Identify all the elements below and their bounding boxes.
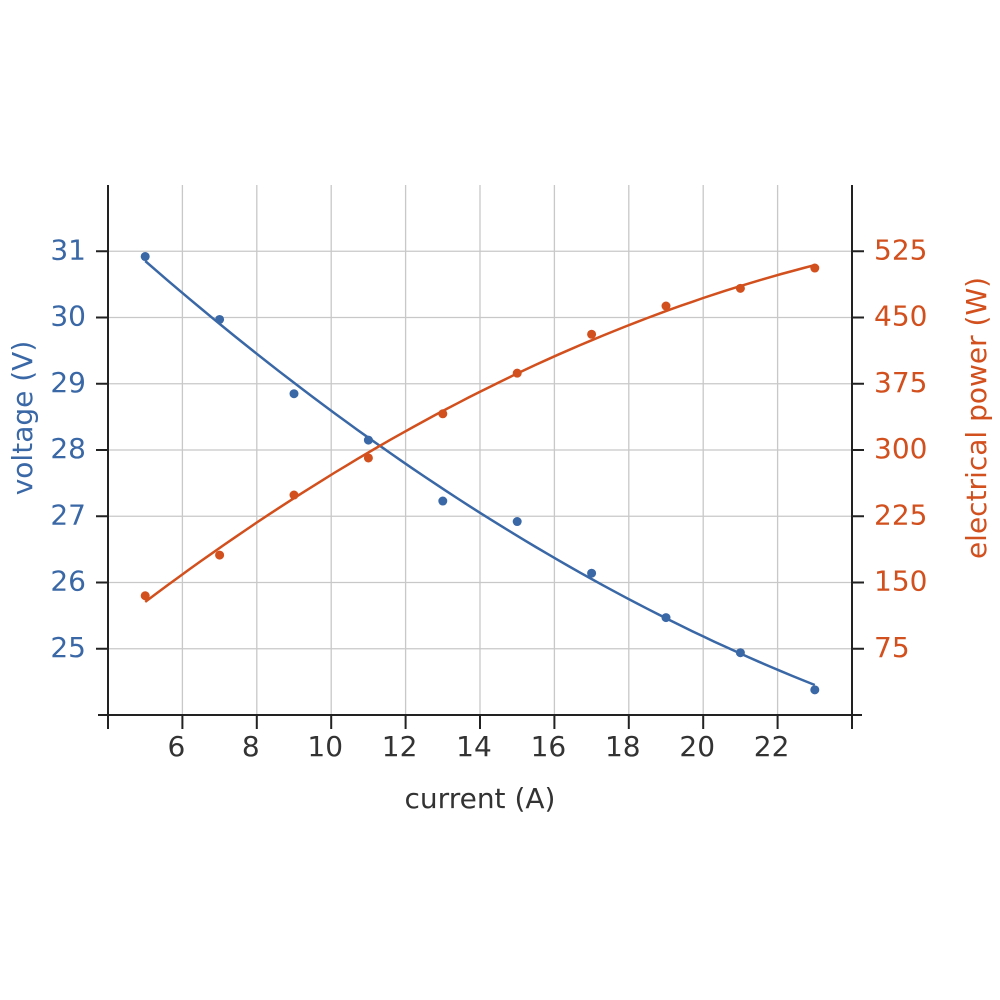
data-point — [661, 613, 671, 623]
trend-line — [144, 263, 816, 603]
data-point — [735, 648, 745, 658]
x-tick-label: 20 — [679, 730, 715, 763]
data-point — [512, 517, 522, 527]
data-point — [735, 283, 745, 293]
data-point — [289, 389, 299, 399]
data-point — [587, 329, 597, 339]
data-point — [810, 263, 820, 273]
x-tick-label: 16 — [531, 730, 567, 763]
data-point — [215, 550, 225, 560]
y-tick-label: 26 — [50, 565, 86, 598]
x-tick-label: 14 — [456, 730, 492, 763]
y2-tick-label: 525 — [874, 233, 927, 266]
data-point — [587, 568, 597, 578]
x-tick-label: 18 — [605, 730, 641, 763]
data-point — [140, 591, 150, 601]
y2-tick-label: 75 — [874, 631, 910, 664]
data-point — [438, 496, 448, 506]
data-point — [140, 252, 150, 262]
y-tick-label: 25 — [50, 631, 86, 664]
data-point — [289, 490, 299, 500]
x-tick-label: 12 — [382, 730, 418, 763]
y2-tick-label: 225 — [874, 498, 927, 531]
y2-tick-label: 300 — [874, 432, 927, 465]
data-point — [215, 314, 225, 324]
data-point — [512, 368, 522, 378]
data-point — [661, 301, 671, 311]
x-tick-label: 10 — [307, 730, 343, 763]
y-tick-label: 31 — [50, 233, 86, 266]
y2-tick-label: 450 — [874, 300, 927, 333]
y-tick-label: 28 — [50, 432, 86, 465]
x-tick-label: 8 — [242, 730, 260, 763]
y2-tick-label: 150 — [874, 565, 927, 598]
y2-axis-label: electrical power (W) — [960, 277, 993, 559]
y-tick-label: 27 — [50, 498, 86, 531]
trend-line — [144, 260, 816, 687]
y-tick-label: 30 — [50, 300, 86, 333]
x-tick-label: 6 — [167, 730, 185, 763]
data-point — [810, 685, 820, 695]
data-point — [363, 453, 373, 463]
y-axis-label: voltage (V) — [6, 341, 39, 496]
x-axis-label: current (A) — [405, 782, 556, 815]
data-point — [438, 409, 448, 419]
y-tick-label: 29 — [50, 366, 86, 399]
y2-tick-label: 375 — [874, 366, 927, 399]
data-point — [363, 435, 373, 445]
x-tick-label: 22 — [754, 730, 790, 763]
